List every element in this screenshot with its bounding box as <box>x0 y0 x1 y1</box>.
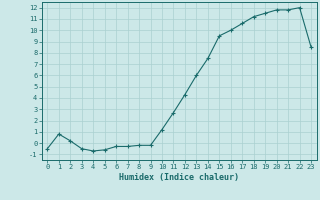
X-axis label: Humidex (Indice chaleur): Humidex (Indice chaleur) <box>119 173 239 182</box>
